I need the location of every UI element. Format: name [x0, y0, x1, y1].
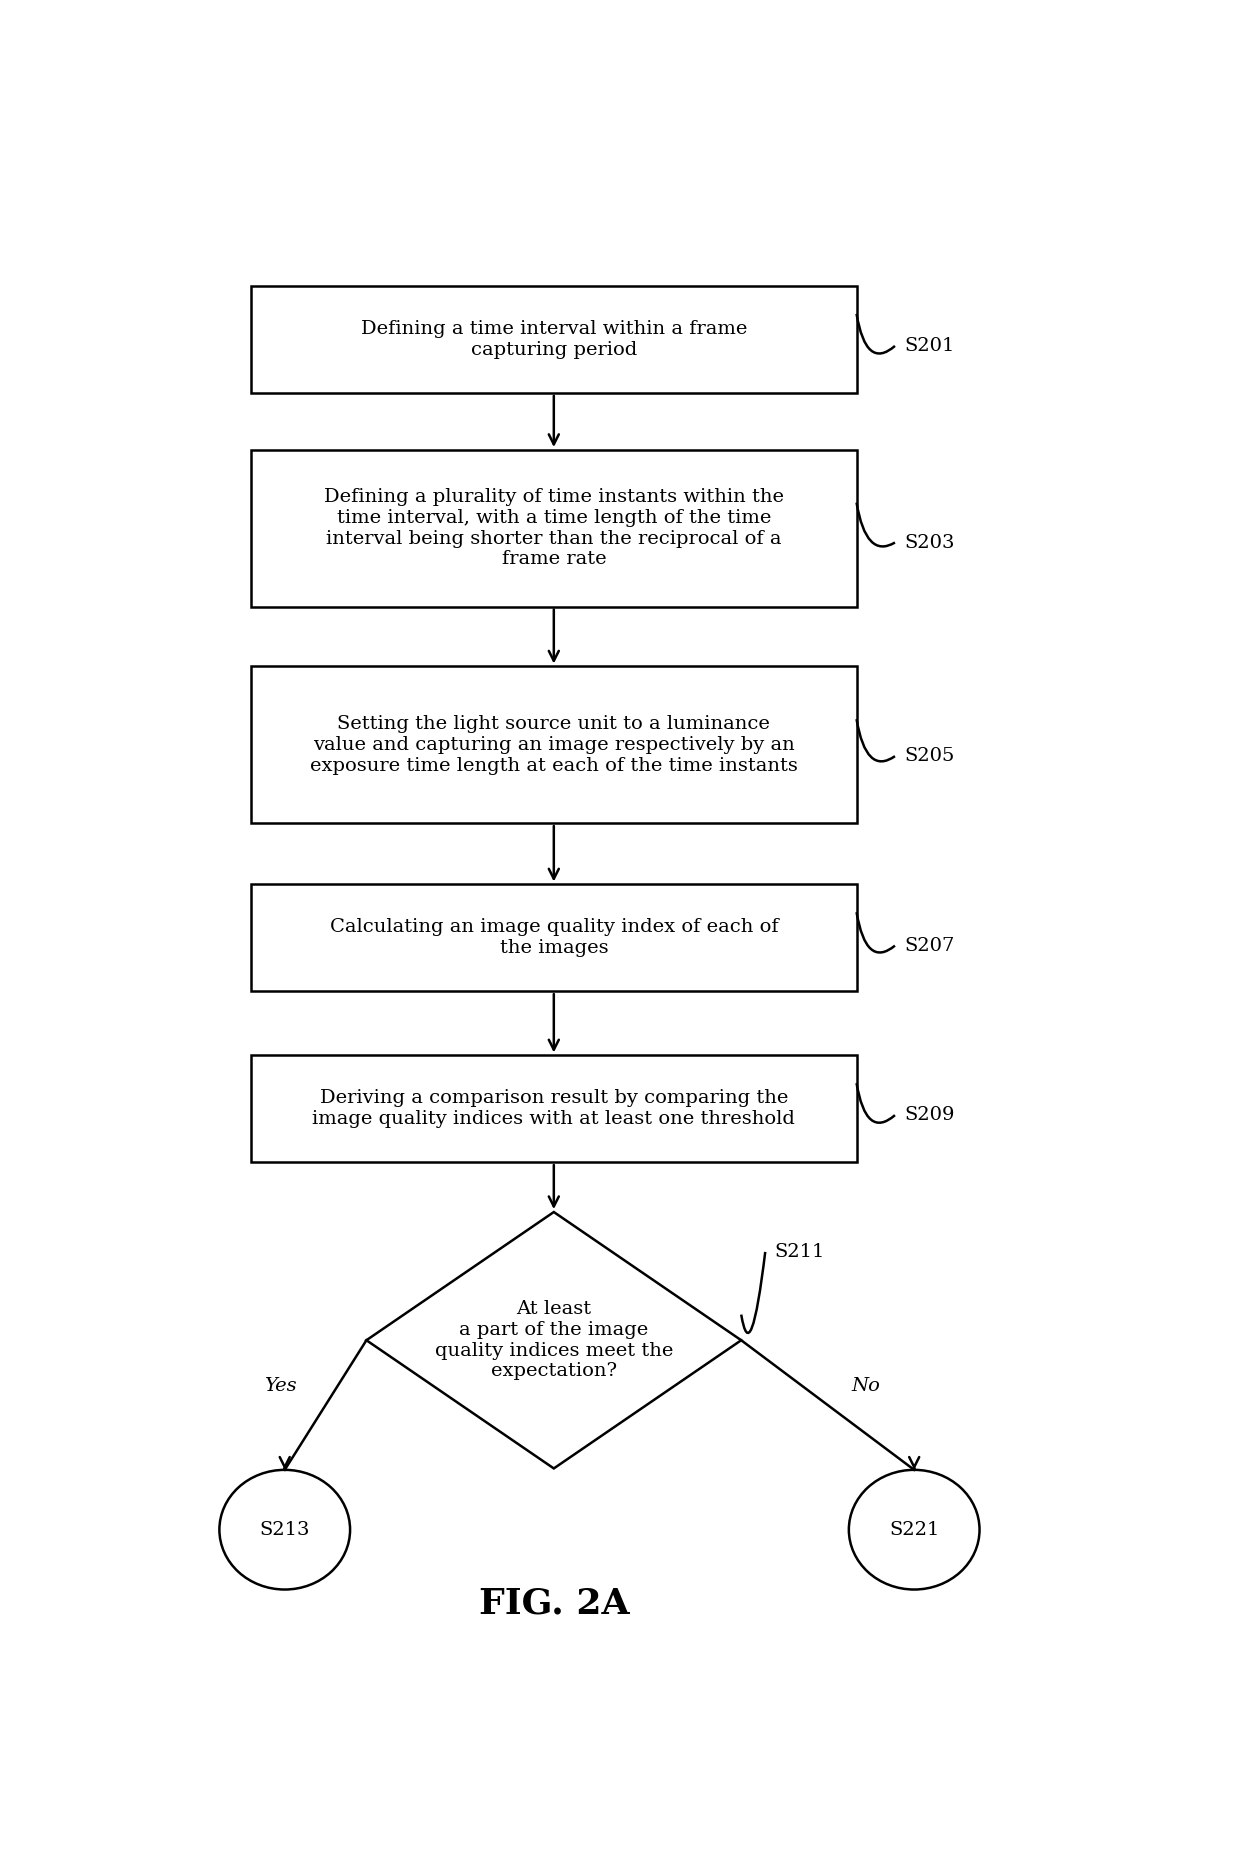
Text: S209: S209	[905, 1106, 955, 1125]
Text: Defining a plurality of time instants within the
time interval, with a time leng: Defining a plurality of time instants wi…	[324, 488, 784, 568]
FancyBboxPatch shape	[250, 1054, 857, 1162]
Text: S205: S205	[905, 747, 955, 766]
Text: S207: S207	[905, 936, 955, 955]
FancyBboxPatch shape	[250, 884, 857, 992]
Text: S213: S213	[259, 1521, 310, 1539]
Text: Deriving a comparison result by comparing the
image quality indices with at leas: Deriving a comparison result by comparin…	[312, 1090, 795, 1128]
Text: No: No	[852, 1376, 880, 1395]
Polygon shape	[367, 1212, 742, 1469]
Text: Defining a time interval within a frame
capturing period: Defining a time interval within a frame …	[361, 320, 746, 359]
FancyBboxPatch shape	[250, 666, 857, 823]
Text: S203: S203	[905, 533, 955, 551]
FancyBboxPatch shape	[250, 287, 857, 392]
Text: S201: S201	[905, 337, 955, 355]
Text: At least
a part of the image
quality indices meet the
expectation?: At least a part of the image quality ind…	[435, 1301, 673, 1380]
FancyBboxPatch shape	[250, 450, 857, 607]
Ellipse shape	[849, 1471, 980, 1589]
Text: S211: S211	[775, 1243, 826, 1262]
Text: Setting the light source unit to a luminance
value and capturing an image respec: Setting the light source unit to a lumin…	[310, 714, 797, 775]
Ellipse shape	[219, 1471, 350, 1589]
Text: S221: S221	[889, 1521, 940, 1539]
Text: Calculating an image quality index of each of
the images: Calculating an image quality index of ea…	[330, 918, 779, 956]
Text: Yes: Yes	[264, 1376, 296, 1395]
Text: FIG. 2A: FIG. 2A	[479, 1587, 629, 1621]
